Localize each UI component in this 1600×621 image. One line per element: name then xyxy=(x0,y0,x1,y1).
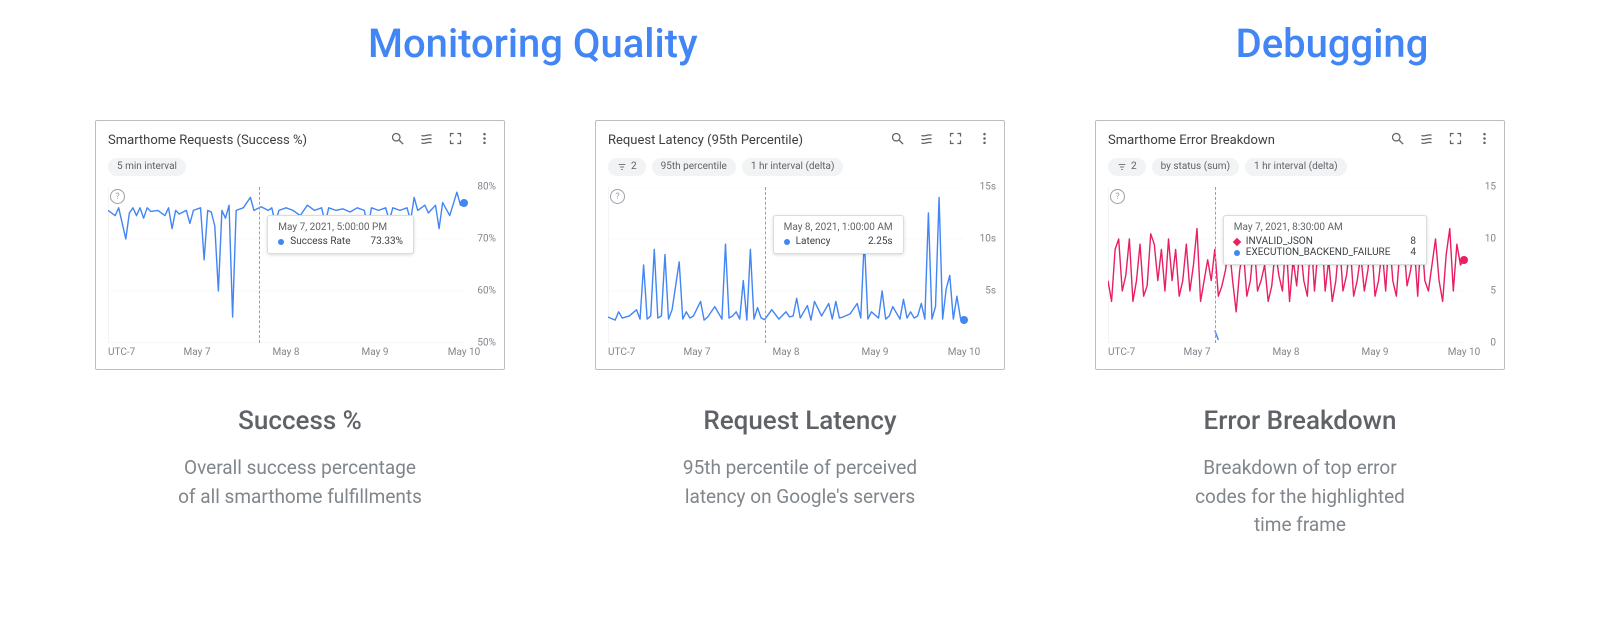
y-tick-label: 5 xyxy=(1490,286,1496,297)
success-subtitle: Success % xyxy=(178,406,422,436)
x-tick-label: May 10 xyxy=(1448,347,1481,358)
compare-icon[interactable] xyxy=(1419,131,1434,150)
x-tick-label: May 8 xyxy=(773,347,800,358)
filter-chip[interactable]: 2 xyxy=(608,158,646,176)
hover-guideline xyxy=(1215,187,1216,343)
chip[interactable]: 95th percentile xyxy=(652,158,736,176)
series-end-marker xyxy=(460,199,468,207)
fullscreen-icon[interactable] xyxy=(1448,131,1463,150)
success-chart-card: Smarthome Requests (Success %) 5 min int… xyxy=(95,120,505,370)
latency-chart-card: Request Latency (95th Percentile) 2 95th … xyxy=(595,120,1005,370)
search-icon[interactable] xyxy=(390,131,405,150)
header-debugging: Debugging xyxy=(1066,20,1599,67)
chart-tooltip: May 7, 2021, 8:30:00 AMINVALID_JSON8EXEC… xyxy=(1223,215,1427,265)
y-tick-label: 80% xyxy=(477,182,496,193)
chip[interactable]: 1 hr interval (delta) xyxy=(742,158,844,176)
chip[interactable]: 1 hr interval (delta) xyxy=(1245,158,1347,176)
success-card-toolbar xyxy=(390,131,492,150)
success-chart-plot: ? May 7, 2021, 5:00:00 PMSuccess Rate73.… xyxy=(108,187,464,343)
x-tick-label: May 7 xyxy=(684,347,711,358)
latency-y-axis: 5s10s15s xyxy=(968,187,996,343)
latency-description: 95th percentile of perceivedlatency on G… xyxy=(683,454,917,511)
hover-guideline xyxy=(259,187,260,343)
x-tick-label: May 10 xyxy=(948,347,981,358)
more-icon[interactable] xyxy=(477,131,492,150)
x-tick-label: May 8 xyxy=(273,347,300,358)
x-tick-label: May 7 xyxy=(184,347,211,358)
chart-tooltip: May 7, 2021, 5:00:00 PMSuccess Rate73.33… xyxy=(267,215,414,254)
y-tick-label: 15 xyxy=(1485,182,1496,193)
fullscreen-icon[interactable] xyxy=(948,131,963,150)
x-tick-label: May 8 xyxy=(1273,347,1300,358)
success-description: Overall success percentageof all smartho… xyxy=(178,454,422,511)
latency-card-title: Request Latency (95th Percentile) xyxy=(608,133,803,148)
errors-subtitle: Error Breakdown xyxy=(1195,406,1405,436)
latency-card-toolbar xyxy=(890,131,992,150)
errors-x-axis: UTC-7May 7May 8May 9May 10 xyxy=(1108,347,1464,361)
y-tick-label: 15s xyxy=(980,182,996,193)
errors-chart-plot: ? May 7, 2021, 8:30:00 AMINVALID_JSON8EX… xyxy=(1108,187,1464,343)
success-chips-row: 5 min interval xyxy=(108,158,492,176)
hover-guideline xyxy=(765,187,766,343)
errors-card-toolbar xyxy=(1390,131,1492,150)
y-tick-label: 0 xyxy=(1490,338,1496,349)
errors-description: Breakdown of top errorcodes for the high… xyxy=(1195,454,1405,540)
errors-chips-row: 2 by status (sum) 1 hr interval (delta) xyxy=(1108,158,1492,176)
latency-subtitle: Request Latency xyxy=(683,406,917,436)
series-end-marker xyxy=(1460,256,1468,264)
x-tick-label: May 10 xyxy=(448,347,481,358)
filter-chip[interactable]: 2 xyxy=(1108,158,1146,176)
compare-icon[interactable] xyxy=(919,131,934,150)
more-icon[interactable] xyxy=(1477,131,1492,150)
success-card-title: Smarthome Requests (Success %) xyxy=(108,133,307,148)
chip[interactable]: 5 min interval xyxy=(108,158,186,176)
search-icon[interactable] xyxy=(1390,131,1405,150)
x-tick-label: UTC-7 xyxy=(608,347,635,358)
success-x-axis: UTC-7May 7May 8May 9May 10 xyxy=(108,347,464,361)
y-tick-label: 10 xyxy=(1485,234,1496,245)
x-tick-label: May 9 xyxy=(862,347,889,358)
chip[interactable]: by status (sum) xyxy=(1152,158,1239,176)
chart-tooltip: May 8, 2021, 1:00:00 AMLatency2.25s xyxy=(773,215,904,254)
more-icon[interactable] xyxy=(977,131,992,150)
latency-chart-plot: ? May 8, 2021, 1:00:00 AMLatency2.25s xyxy=(608,187,964,343)
section-header-row: Monitoring Quality Debugging xyxy=(0,20,1600,67)
y-tick-label: 5s xyxy=(985,286,996,297)
search-icon[interactable] xyxy=(890,131,905,150)
latency-x-axis: UTC-7May 7May 8May 9May 10 xyxy=(608,347,964,361)
x-tick-label: UTC-7 xyxy=(1108,347,1135,358)
errors-y-axis: 051015 xyxy=(1468,187,1496,343)
errors-chart-card: Smarthome Error Breakdown 2 by status (su… xyxy=(1095,120,1505,370)
y-tick-label: 60% xyxy=(477,286,496,297)
x-tick-label: May 9 xyxy=(362,347,389,358)
y-tick-label: 70% xyxy=(477,234,496,245)
x-tick-label: May 7 xyxy=(1184,347,1211,358)
y-tick-label: 10s xyxy=(980,234,996,245)
compare-icon[interactable] xyxy=(419,131,434,150)
errors-card-title: Smarthome Error Breakdown xyxy=(1108,133,1275,148)
x-tick-label: UTC-7 xyxy=(108,347,135,358)
x-tick-label: May 9 xyxy=(1362,347,1389,358)
fullscreen-icon[interactable] xyxy=(448,131,463,150)
latency-chips-row: 2 95th percentile 1 hr interval (delta) xyxy=(608,158,992,176)
series-end-marker xyxy=(960,316,968,324)
header-monitoring-quality: Monitoring Quality xyxy=(0,20,1066,67)
success-y-axis: 50%60%70%80% xyxy=(468,187,496,343)
